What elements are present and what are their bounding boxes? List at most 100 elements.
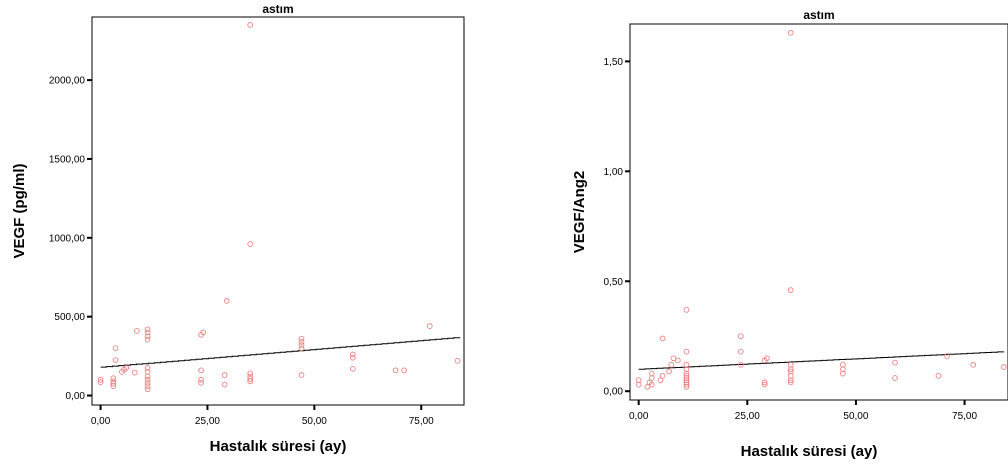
data-point bbox=[666, 368, 672, 375]
x-tick-label: 25,00 bbox=[735, 411, 760, 422]
data-point bbox=[648, 381, 655, 388]
data-point bbox=[144, 329, 151, 336]
y-tick-label: 0,50 bbox=[604, 277, 624, 288]
data-point bbox=[761, 379, 768, 386]
data-point bbox=[659, 372, 666, 379]
data-point bbox=[1000, 364, 1007, 370]
data-point bbox=[97, 376, 104, 383]
y-tick-label: 1,50 bbox=[604, 57, 624, 68]
data-point bbox=[892, 375, 898, 381]
x-tick-label: 0,00 bbox=[629, 411, 649, 422]
data-point bbox=[144, 336, 151, 343]
data-point bbox=[764, 355, 770, 362]
chart-title: astım bbox=[262, 2, 293, 16]
data-point bbox=[392, 367, 399, 374]
data-point bbox=[670, 355, 677, 362]
plot-frame bbox=[91, 16, 465, 406]
data-point bbox=[112, 357, 119, 363]
x-tick-label: 50,00 bbox=[843, 411, 868, 422]
x-tick-label: 75,00 bbox=[952, 411, 977, 422]
data-point bbox=[683, 361, 690, 368]
data-point bbox=[787, 287, 794, 293]
data-point bbox=[644, 383, 651, 390]
x-axis-title: Hastalık süresi (ay) bbox=[741, 443, 878, 460]
data-point bbox=[426, 323, 433, 329]
y-tick-label: 0,00 bbox=[66, 391, 86, 402]
data-point bbox=[668, 361, 675, 368]
fit-line bbox=[638, 351, 1005, 370]
x-axis-title: Hastalık süresi (ay) bbox=[210, 438, 347, 455]
data-point bbox=[787, 29, 794, 36]
data-point bbox=[683, 372, 690, 379]
data-point bbox=[935, 372, 942, 379]
data-point bbox=[221, 372, 228, 378]
data-point bbox=[198, 376, 204, 383]
data-point bbox=[144, 326, 151, 333]
data-point bbox=[648, 370, 655, 377]
y-tick-label: 1000,00 bbox=[49, 233, 86, 244]
data-point bbox=[198, 380, 204, 386]
data-point bbox=[892, 359, 898, 366]
data-point bbox=[131, 369, 138, 376]
data-point bbox=[349, 365, 356, 372]
y-axis-title: VEGF/Ang2 bbox=[571, 171, 588, 254]
data-point bbox=[144, 386, 151, 393]
data-point bbox=[144, 383, 151, 389]
data-point bbox=[221, 381, 228, 388]
data-point bbox=[144, 376, 151, 383]
y-tick-label: 1,00 bbox=[604, 167, 624, 178]
x-tick-label: 75,00 bbox=[409, 416, 434, 427]
data-point bbox=[298, 345, 305, 352]
data-point bbox=[761, 381, 768, 388]
data-point bbox=[247, 373, 254, 380]
data-point bbox=[454, 357, 461, 364]
data-point bbox=[97, 379, 104, 385]
data-point bbox=[737, 333, 744, 340]
y-tick-label: 1500,00 bbox=[49, 154, 86, 165]
chart-title: astım bbox=[803, 8, 834, 22]
y-tick-label: 0,00 bbox=[604, 387, 624, 398]
x-tick-label: 50,00 bbox=[302, 416, 327, 427]
y-tick-label: 500,00 bbox=[54, 312, 85, 323]
data-point bbox=[298, 372, 305, 378]
chart-2: astım 0,00 0,50 1,00 1,50 0,00 25,00 50,00 75,00… bbox=[571, 8, 1008, 460]
x-tick-label: 25,00 bbox=[195, 416, 220, 427]
data-point bbox=[944, 353, 951, 359]
data-point bbox=[674, 357, 681, 364]
data-point bbox=[110, 378, 117, 385]
data-point bbox=[247, 241, 254, 247]
data-point bbox=[349, 354, 356, 361]
data-point bbox=[110, 375, 117, 382]
data-point bbox=[737, 361, 744, 368]
y-axis-title: VEGF (pg/ml) bbox=[11, 164, 28, 259]
data-point bbox=[123, 365, 130, 371]
data-point bbox=[144, 369, 151, 375]
data-point bbox=[349, 351, 356, 358]
data-point bbox=[683, 348, 690, 355]
data-point bbox=[110, 380, 117, 387]
chart-1: astım 0,00 500,00 1000,00 1500,00 2000,00 0,00… bbox=[11, 2, 465, 455]
data-point bbox=[401, 367, 407, 374]
fit-line bbox=[100, 337, 461, 368]
x-tick-label: 0,00 bbox=[91, 416, 111, 427]
data-point bbox=[298, 339, 305, 345]
data-point bbox=[683, 306, 690, 313]
plot-frame bbox=[629, 23, 1008, 401]
data-point bbox=[200, 329, 207, 336]
data-point bbox=[787, 361, 794, 368]
data-point bbox=[840, 361, 846, 368]
data-point bbox=[787, 379, 794, 386]
data-point bbox=[144, 380, 151, 386]
data-point bbox=[635, 377, 642, 384]
data-point bbox=[298, 335, 305, 342]
data-point bbox=[112, 345, 119, 352]
data-point bbox=[298, 342, 305, 348]
data-point bbox=[247, 370, 254, 377]
data-point bbox=[198, 367, 204, 374]
data-point bbox=[247, 22, 254, 28]
data-point bbox=[223, 298, 230, 304]
data-point bbox=[144, 333, 151, 340]
data-point bbox=[247, 376, 254, 382]
data-point bbox=[970, 361, 977, 368]
